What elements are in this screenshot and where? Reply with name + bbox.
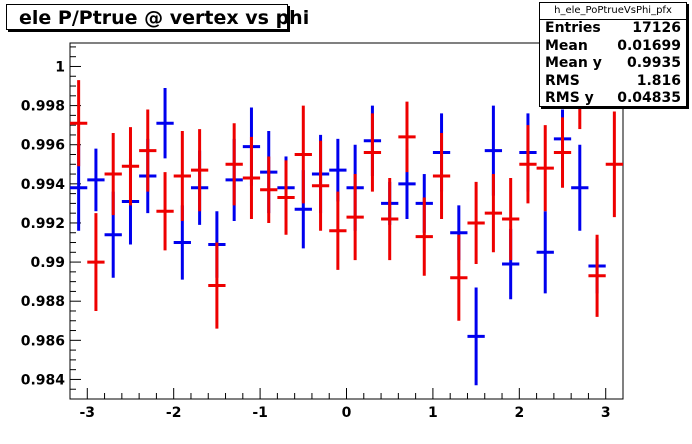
red-data-point (311, 140, 330, 231)
red-data-point (277, 160, 295, 235)
stats-box: h_ele_PoPtrueVsPhi_pfx Entries 17126 Mean… (539, 2, 687, 107)
y-tick-label: 0.988 (21, 294, 65, 310)
red-data-point (70, 80, 88, 167)
red-data-point (432, 132, 451, 220)
x-tick-label: -3 (80, 405, 96, 421)
x-tick-label: 2 (514, 405, 524, 421)
stats-row-mean: Mean 0.01699 (540, 38, 686, 56)
red-data-point (536, 125, 554, 212)
red-data-point (398, 101, 416, 173)
x-tick-label: 1 (428, 405, 438, 421)
blue-data-point (87, 148, 105, 212)
y-tick-label: 0.986 (21, 333, 65, 349)
stats-row-rms: RMS 1.816 (540, 73, 686, 91)
x-tick-label: -1 (252, 405, 268, 421)
y-tick-label: 0.99 (30, 255, 65, 271)
red-data-point (553, 117, 572, 188)
x-tick-label: -2 (166, 405, 182, 421)
stats-value: 0.9935 (626, 55, 681, 71)
stats-label: Mean (545, 37, 588, 54)
red-data-point (381, 177, 399, 261)
stats-value: 17126 (632, 20, 681, 36)
red-data-point (329, 191, 347, 270)
y-tick-label: 0.996 (21, 138, 65, 154)
red-data-point (139, 109, 157, 192)
blue-data-point (536, 211, 554, 294)
red-data-point (415, 197, 433, 276)
stats-row-entries: Entries 17126 (540, 20, 686, 38)
red-data-point (242, 136, 261, 220)
stats-label: Mean y (545, 55, 602, 71)
red-data-point (104, 132, 122, 216)
stats-value: 0.04835 (617, 90, 681, 106)
red-data-point (260, 156, 278, 223)
stats-label: Entries (545, 20, 601, 36)
red-data-point (294, 105, 312, 204)
red-data-point (156, 172, 174, 251)
chart-title: ele P/Ptrue @ vertex vs phi (19, 7, 310, 29)
blue-data-point (156, 87, 174, 159)
stats-value: 1.816 (636, 72, 681, 89)
y-tick-label: 0.984 (21, 372, 66, 388)
stats-row-mean-y: Mean y 0.9935 (540, 55, 686, 73)
red-data-point (190, 129, 209, 212)
red-data-point (363, 113, 382, 192)
red-data-point (225, 123, 243, 206)
blue-data-point (571, 144, 589, 231)
red-data-point (519, 125, 537, 204)
red-data-point (121, 127, 140, 206)
red-data-point (87, 213, 105, 311)
stats-value: 0.01699 (617, 37, 681, 54)
red-data-point (484, 174, 503, 253)
red-data-point (605, 111, 623, 218)
red-data-point (450, 234, 468, 321)
stats-label: RMS y (545, 90, 594, 106)
stats-label: RMS (545, 72, 580, 89)
red-data-point (502, 177, 520, 261)
y-tick-label: 0.994 (21, 177, 66, 193)
y-tick-label: 0.992 (21, 216, 65, 232)
stats-name: h_ele_PoPtrueVsPhi_pfx (540, 3, 686, 20)
x-tick-label: 3 (601, 405, 611, 421)
chart-title-box: ele P/Ptrue @ vertex vs phi (6, 4, 309, 30)
red-data-point (173, 131, 191, 221)
x-tick-label: 0 (342, 405, 352, 421)
red-data-point (467, 181, 485, 265)
blue-data-point (329, 138, 347, 202)
y-tick-label: 1 (55, 59, 65, 75)
red-data-point (588, 234, 606, 317)
y-tick-label: 0.998 (21, 99, 65, 115)
red-data-point (346, 174, 364, 261)
red-data-point (208, 242, 226, 329)
stats-row-rms-y: RMS y 0.04835 (540, 90, 686, 108)
blue-data-point (467, 287, 485, 386)
